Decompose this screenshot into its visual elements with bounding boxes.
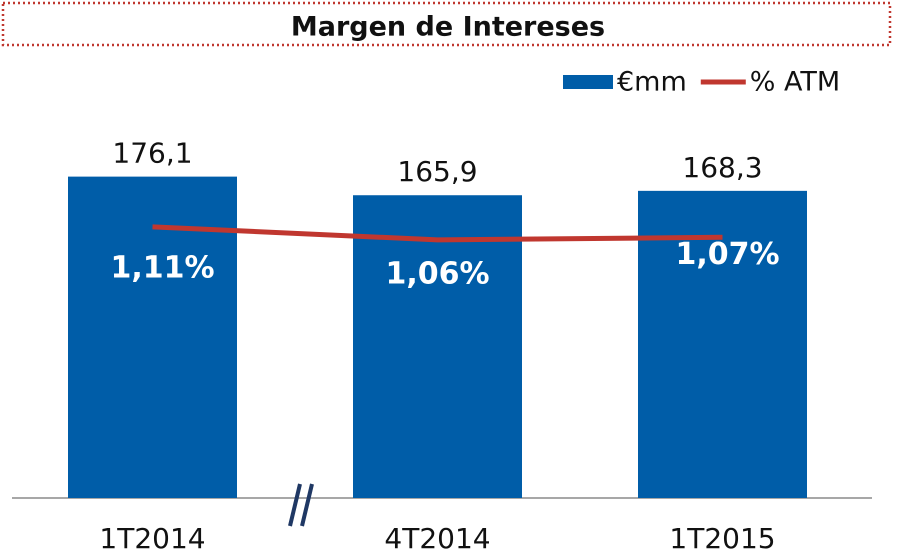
line	[152, 224, 723, 243]
line-value-label: 1,07%	[675, 237, 779, 272]
bar-value-label: 168,3	[682, 151, 762, 184]
bar-value-label: 176,1	[112, 137, 192, 170]
x-tick-label: 1T2015	[669, 522, 775, 555]
legend-label: % ATM	[750, 67, 840, 98]
line-value-label: 1,06%	[385, 256, 489, 291]
bar	[353, 195, 522, 499]
x-tick-label: 4T2014	[384, 522, 490, 555]
title-box	[1, 1, 892, 47]
line-value-label: 1,11%	[110, 250, 214, 285]
chart-title: Margen de Intereses	[291, 12, 605, 43]
bar	[638, 190, 807, 499]
legend-swatch	[563, 75, 613, 89]
bar-value-label: 165,9	[397, 155, 477, 188]
bar	[68, 176, 237, 498]
axis-break	[288, 483, 314, 527]
legend-label: €mm	[617, 67, 687, 98]
x-tick-label: 1T2014	[99, 522, 205, 555]
